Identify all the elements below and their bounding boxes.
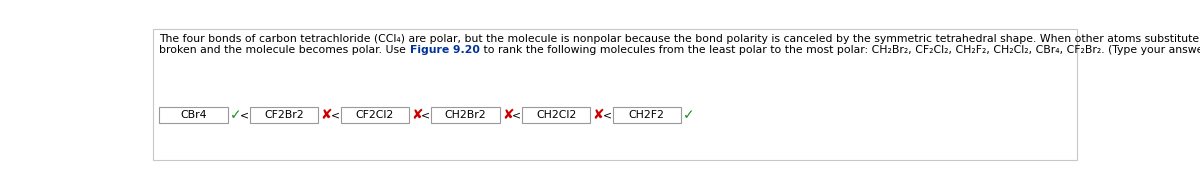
Text: ✘: ✘ (412, 108, 422, 122)
Text: CH2F2: CH2F2 (629, 110, 665, 120)
FancyBboxPatch shape (522, 107, 590, 123)
Text: <: < (512, 110, 521, 120)
Text: broken and the molecule becomes polar. Use: broken and the molecule becomes polar. U… (160, 45, 409, 55)
Text: CF2Cl2: CF2Cl2 (355, 110, 394, 120)
FancyBboxPatch shape (431, 107, 499, 123)
Text: ✓: ✓ (683, 108, 695, 122)
Text: <: < (421, 110, 431, 120)
Text: CH2Br2: CH2Br2 (445, 110, 486, 120)
Text: <: < (240, 110, 250, 120)
Text: CH2Cl2: CH2Cl2 (536, 110, 576, 120)
FancyBboxPatch shape (250, 107, 318, 123)
FancyBboxPatch shape (341, 107, 409, 123)
Text: CBr4: CBr4 (180, 110, 206, 120)
FancyBboxPatch shape (160, 107, 228, 123)
Text: The four bonds of carbon tetrachloride (CCl₄) are polar, but the molecule is non: The four bonds of carbon tetrachloride (… (160, 33, 1200, 44)
Text: ✘: ✘ (593, 108, 604, 122)
Text: ✓: ✓ (230, 108, 241, 122)
FancyBboxPatch shape (154, 29, 1076, 160)
FancyBboxPatch shape (613, 107, 680, 123)
Text: <: < (602, 110, 612, 120)
Text: ✘: ✘ (320, 108, 332, 122)
Text: CF2Br2: CF2Br2 (264, 110, 304, 120)
Text: ✘: ✘ (502, 108, 514, 122)
Text: <: < (330, 110, 340, 120)
Text: to rank the following molecules from the least polar to the most polar: CH₂Br₂, : to rank the following molecules from the… (480, 45, 1200, 55)
Text: Figure 9.20: Figure 9.20 (409, 45, 480, 55)
